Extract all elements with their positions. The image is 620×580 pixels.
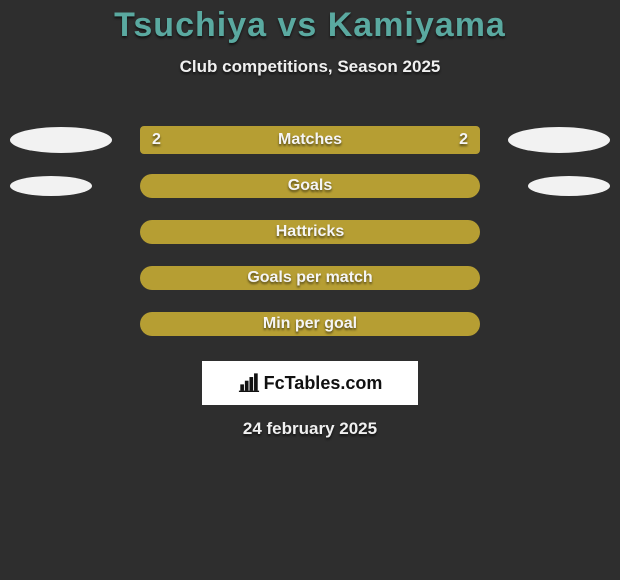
stat-row: Hattricks bbox=[0, 209, 620, 255]
stat-label: Goals bbox=[140, 177, 480, 195]
stat-value-right: 2 bbox=[459, 131, 468, 149]
player-left-headshot-placeholder bbox=[10, 127, 112, 153]
player-right-headshot-placeholder bbox=[528, 176, 610, 196]
comparison-infographic: Tsuchiya vs Kamiyama Club competitions, … bbox=[0, 0, 620, 580]
stat-bar: Min per goal bbox=[140, 312, 480, 336]
stat-rows: Matches2 2 Goals Hattricks Goals per match Mi… bbox=[0, 117, 620, 347]
barchart-icon bbox=[238, 372, 260, 394]
date-text: 24 february 2025 bbox=[0, 419, 620, 439]
logo-text: FcTables.com bbox=[264, 373, 383, 394]
stat-row: Goals bbox=[0, 163, 620, 209]
subtitle: Club competitions, Season 2025 bbox=[0, 57, 620, 77]
page-title: Tsuchiya vs Kamiyama bbox=[0, 0, 620, 45]
stat-label: Hattricks bbox=[140, 223, 480, 241]
stat-row: Min per goal bbox=[0, 301, 620, 347]
stat-row: Matches2 2 bbox=[0, 117, 620, 163]
logo-box: FcTables.com bbox=[202, 361, 418, 405]
player-left-headshot-placeholder bbox=[10, 176, 92, 196]
stat-value-left: 2 bbox=[152, 131, 161, 149]
stat-label: Goals per match bbox=[140, 269, 480, 287]
player-right-headshot-placeholder bbox=[508, 127, 610, 153]
stat-bar: Hattricks bbox=[140, 220, 480, 244]
stat-bar: Goals per match bbox=[140, 266, 480, 290]
stat-label: Matches bbox=[140, 131, 480, 149]
stat-label: Min per goal bbox=[140, 315, 480, 333]
stat-row: Goals per match bbox=[0, 255, 620, 301]
stat-bar: Goals bbox=[140, 174, 480, 198]
stat-bar: Matches2 2 bbox=[140, 126, 480, 154]
